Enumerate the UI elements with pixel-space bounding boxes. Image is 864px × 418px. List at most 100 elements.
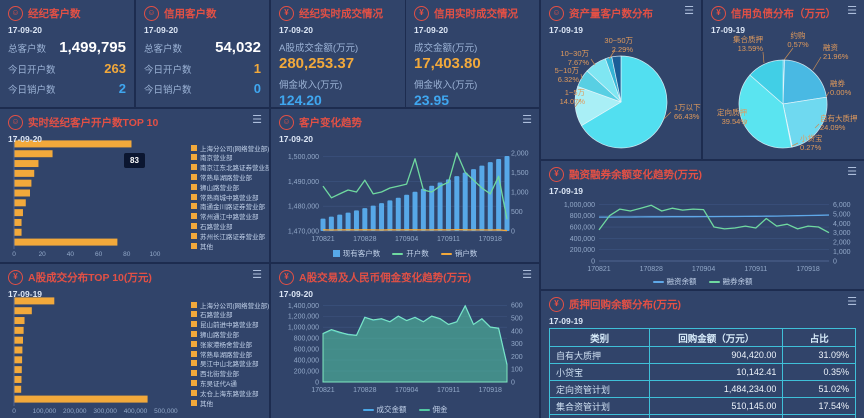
- legend-item[interactable]: 太仓上海东路营业部: [191, 389, 269, 398]
- legend-item[interactable]: 开户数: [392, 248, 429, 259]
- bar: [14, 385, 22, 393]
- legend-swatch: [191, 183, 197, 190]
- yuan-icon: ¥: [279, 6, 294, 21]
- y-axis-right-label: 1,000: [511, 189, 529, 196]
- legend-item[interactable]: 上海分公司(网络营业部): [191, 144, 269, 153]
- pie-label-pct: 6.32%: [558, 75, 580, 84]
- legend-item[interactable]: 常熟商城中路营业部: [191, 193, 269, 202]
- metric-value: 17,403.80: [414, 55, 481, 72]
- legend-item[interactable]: 常熟阜湖路营业部: [191, 173, 269, 182]
- menu-icon[interactable]: ☰: [684, 5, 694, 17]
- legend-swatch: [652, 280, 664, 283]
- table-cell: 0.35%: [782, 363, 856, 381]
- stat-value: 263: [104, 61, 126, 76]
- legend-item[interactable]: 销户数: [440, 248, 477, 259]
- menu-icon[interactable]: ☰: [522, 114, 532, 126]
- bar: [345, 212, 351, 231]
- metric-label: 成交金额(万元): [414, 43, 478, 54]
- y-axis-left-label: 1,500,000: [288, 154, 319, 161]
- top10-trade-bar-chart: 0 100,000 200,000 300,000 400,000 500,000: [12, 292, 178, 415]
- pledge-repo-table: 类别 回购金额（万元） 占比 自有大质押 904,420.00 31.09% 小贷宝 10,1…: [541, 327, 864, 418]
- table-row: 集合资管计划 510,145.00 17.54%: [548, 397, 856, 415]
- bar: [387, 200, 393, 231]
- panel-date: 17-09-19: [8, 289, 43, 299]
- panel-title: 信用负债分布（万元）: [731, 8, 836, 20]
- y-axis-right-label: 500: [511, 316, 523, 323]
- legend-item[interactable]: 南京江东北路证券营业部: [191, 164, 269, 172]
- legend-item[interactable]: 狮山路营业部: [191, 183, 269, 192]
- menu-icon[interactable]: ☰: [252, 114, 262, 126]
- x-tick-label: 100,000: [33, 408, 57, 415]
- line-series: [322, 152, 508, 220]
- legend-swatch: [191, 399, 197, 406]
- stat-label: 总客户数: [144, 44, 183, 55]
- legend-swatch: [191, 311, 197, 318]
- legend-item[interactable]: 张家港杨舍营业部: [191, 340, 269, 349]
- legend-swatch: [191, 213, 197, 220]
- table-cell: 51.02%: [782, 380, 856, 398]
- legend-item[interactable]: 常熟阜湖路营业部: [191, 350, 269, 359]
- metric-label: 佣金收入(万元): [279, 80, 343, 91]
- menu-icon[interactable]: ☰: [847, 296, 857, 308]
- legend-item[interactable]: 石路营业部: [191, 222, 269, 231]
- yuan-icon: ¥: [414, 6, 429, 21]
- legend-swatch: [362, 408, 374, 411]
- legend-item[interactable]: 东吴证代A通: [191, 379, 269, 388]
- panel-title: 质押回购余额分布(万元): [569, 299, 681, 311]
- legend-item[interactable]: 常州通江中路营业部: [191, 212, 269, 222]
- panel-customer-trend: ☺ 客户变化趋势 ☰ 17-09-20 1,470,000 1,480,000 1,…: [271, 109, 539, 262]
- legend-item[interactable]: 佣金: [418, 404, 448, 415]
- legend-item[interactable]: 南通金川路证券营业部: [191, 203, 269, 211]
- legend-swatch: [191, 360, 197, 367]
- legend-item[interactable]: 其他: [191, 242, 269, 251]
- panel-title: 客户变化趋势: [299, 117, 362, 129]
- table-row: 自有大质押 904,420.00 31.09%: [548, 346, 856, 364]
- bar: [320, 218, 326, 231]
- legend-swatch: [191, 350, 197, 357]
- bar: [14, 307, 32, 315]
- customer-trend-chart: 1,470,000 1,480,000 1,490,000 1,500,000 0 500…: [288, 150, 529, 243]
- bar: [445, 179, 451, 231]
- legend-label: 苏州长江路证券营业部: [200, 233, 265, 241]
- legend-item[interactable]: 现有客户数: [332, 248, 380, 259]
- menu-icon[interactable]: ☰: [847, 5, 857, 17]
- legend-item[interactable]: 南京营业部: [191, 154, 269, 162]
- chart-legend: 上海分公司(网络营业部) 南京营业部南京江东北路证券营业部 常熟阜湖路营业部 狮山路营…: [191, 144, 269, 251]
- legend-label: 常州通江中路营业部: [200, 214, 259, 222]
- table-cell: 1,484,234.00: [649, 380, 784, 398]
- legend-item[interactable]: 融券余额: [708, 276, 753, 287]
- legend-item[interactable]: 融资余额: [652, 276, 697, 287]
- pie-label: 10~30万: [560, 49, 589, 58]
- legend-item[interactable]: 苏州长江路证券营业部: [191, 232, 269, 241]
- legend-item[interactable]: 其他: [191, 399, 269, 408]
- legend-label: 常熟商城中路营业部: [200, 194, 259, 202]
- line-series: [598, 204, 830, 234]
- menu-icon[interactable]: ☰: [522, 269, 532, 281]
- bar: [362, 208, 368, 231]
- legend-item[interactable]: 西北街营业部: [191, 369, 269, 378]
- bar: [14, 199, 26, 207]
- legend-item[interactable]: 成交金额: [362, 404, 407, 415]
- y-axis-left-label: 1,000,000: [288, 325, 319, 332]
- y-axis-left-label: 400,000: [570, 236, 595, 243]
- legend-item[interactable]: 吴江中山北路营业部: [191, 360, 269, 368]
- y-axis-right-label: 3,000: [833, 230, 851, 237]
- legend-swatch: [191, 242, 197, 249]
- legend-item[interactable]: 狮山路营业部: [191, 330, 269, 339]
- legend-swatch: [440, 252, 452, 255]
- panel-date: 17-09-19: [549, 316, 584, 326]
- panel-broker-customers: ☺ 经纪客户数 17-09-20 总客户数 1,499,795 今日开户数 26…: [0, 0, 134, 107]
- menu-icon[interactable]: ☰: [847, 166, 857, 178]
- panel-header: ¥ A股成交分布TOP 10(万元): [0, 264, 269, 286]
- legend-item[interactable]: 昆山前进中路营业部: [191, 321, 269, 329]
- legend-item[interactable]: 石路营业部: [191, 311, 269, 319]
- legend-item[interactable]: 上海分公司(网络营业部): [191, 301, 269, 310]
- panel-header: ¥ 质押回购余额分布(万元): [541, 291, 864, 313]
- panel-date: 17-09-20: [279, 134, 314, 144]
- y-axis-right-label: 5,000: [833, 211, 851, 218]
- menu-icon[interactable]: ☰: [252, 269, 262, 281]
- bar: [337, 214, 343, 231]
- y-axis-right-label: 300: [511, 341, 523, 348]
